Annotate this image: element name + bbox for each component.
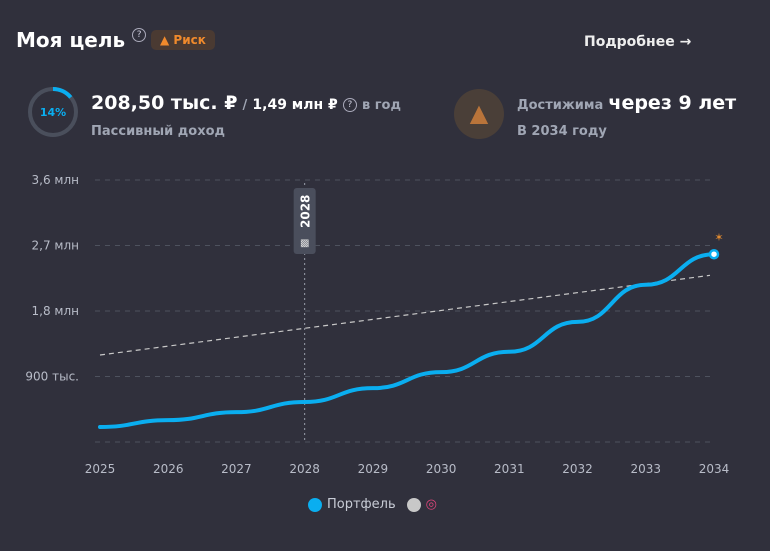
risk-badge[interactable]: ▲ Риск xyxy=(151,30,215,50)
marker-badge xyxy=(293,188,316,254)
x-tick-label: 2029 xyxy=(358,462,389,476)
legend-label-portfolio[interactable]: Портфель xyxy=(327,497,396,512)
help-icon[interactable]: ? xyxy=(132,28,147,42)
x-tick-label: 2034 xyxy=(699,462,730,476)
legend: Портфель ◎ xyxy=(308,497,437,512)
y-tick-label: 1,8 млн xyxy=(32,304,79,318)
reach-row: Достижима через 9 лет xyxy=(517,92,736,114)
page-title: Моя цель ? xyxy=(16,28,147,52)
x-tick-label: 2028 xyxy=(289,462,320,476)
separator: / xyxy=(242,98,248,113)
checkered-flag-icon: ▩ xyxy=(300,238,309,249)
progress-fill xyxy=(28,87,78,137)
marker-label: 2028 xyxy=(299,195,313,228)
x-tick-label: 2031 xyxy=(494,462,525,476)
x-tick-label: 2032 xyxy=(562,462,593,476)
more-label: Подробнее xyxy=(584,34,675,50)
party-popper-icon: ✶ xyxy=(714,231,723,244)
period-label: в год xyxy=(361,98,401,113)
income-row: 208,50 тыс. ₽ / 1,49 млн ₽ ? в год xyxy=(91,92,401,114)
title-text: Моя цель xyxy=(16,28,126,52)
end-point xyxy=(708,248,720,260)
target-line xyxy=(99,274,711,356)
y-tick-label: 3,6 млн xyxy=(32,173,79,187)
more-link[interactable]: Подробнее → xyxy=(584,34,691,50)
target-icon: ◎ xyxy=(425,497,437,512)
current-income: 208,50 тыс. ₽ xyxy=(91,92,238,114)
legend-swatch-target[interactable] xyxy=(406,497,421,512)
reach-year: В 2034 году xyxy=(517,124,607,139)
help-icon[interactable]: ? xyxy=(342,97,357,112)
income-caption: Пассивный доход xyxy=(91,124,226,139)
portfolio-line xyxy=(98,252,716,430)
x-tick-label: 2026 xyxy=(153,462,184,476)
warning-icon: ▲ xyxy=(454,89,504,139)
progress-label: 14% xyxy=(40,106,66,119)
x-tick-label: 2027 xyxy=(221,462,252,476)
risk-label: Риск xyxy=(173,33,206,47)
warning-icon: ▲ xyxy=(160,33,170,47)
target-income: 1,49 млн ₽ xyxy=(252,97,338,113)
reach-label: Достижима xyxy=(517,98,604,113)
y-tick-label: 900 тыс. xyxy=(25,370,79,384)
x-tick-label: 2030 xyxy=(426,462,457,476)
x-tick-label: 2025 xyxy=(85,462,116,476)
legend-swatch-portfolio[interactable] xyxy=(308,497,322,512)
progress-ring: 14% xyxy=(28,87,78,137)
reach-value: через 9 лет xyxy=(608,92,737,114)
x-tick-label: 2033 xyxy=(631,462,662,476)
arrow-right-icon: → xyxy=(679,34,692,50)
y-tick-label: 2,7 млн xyxy=(32,239,79,253)
